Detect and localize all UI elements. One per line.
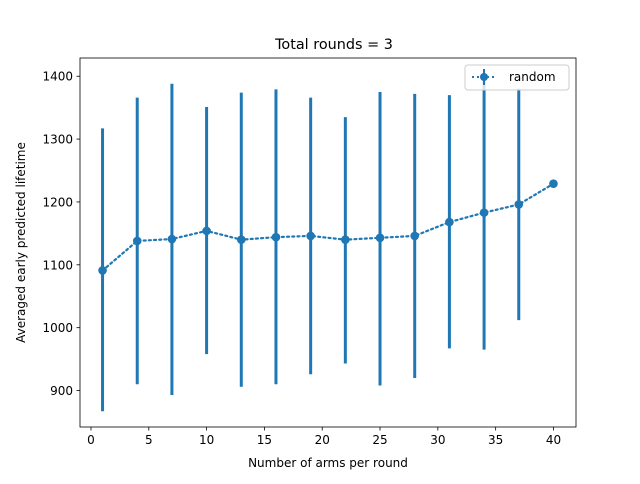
- data-point: [445, 217, 454, 227]
- data-point: [306, 231, 315, 241]
- y-tick-label: 1200: [42, 195, 73, 209]
- x-tick-label: 30: [430, 433, 445, 447]
- legend-label: random: [509, 70, 556, 84]
- plot-area: [98, 75, 558, 412]
- x-tick-label: 5: [145, 433, 153, 447]
- x-tick-label: 10: [199, 433, 214, 447]
- series-line: [101, 182, 555, 272]
- data-point: [514, 200, 524, 209]
- legend-marker: [480, 73, 488, 81]
- data-point: [167, 234, 177, 244]
- x-tick-label: 0: [87, 433, 95, 447]
- y-tick-label: 1400: [42, 70, 73, 84]
- y-tick-label: 1000: [42, 321, 73, 335]
- data-point: [236, 235, 246, 244]
- data-point: [375, 233, 385, 243]
- y-tick-label: 1300: [42, 133, 73, 147]
- y-axis-ticks: 900 1000 1100 1200 1300 1400: [42, 70, 80, 398]
- x-tick-label: 25: [372, 433, 387, 447]
- data-point: [271, 232, 281, 242]
- data-point: [479, 208, 489, 217]
- data-point: [132, 236, 142, 246]
- x-tick-label: 40: [546, 433, 561, 447]
- data-point: [341, 235, 350, 244]
- data-point: [410, 231, 420, 241]
- chart-title: Total rounds = 3: [274, 37, 393, 53]
- x-axis-label: Number of arms per round: [248, 456, 408, 470]
- data-point: [98, 266, 107, 275]
- axes-frame: [79, 57, 577, 428]
- x-axis-ticks: 0 5 10 15 20 25 30 35 40: [87, 427, 561, 447]
- x-tick-label: 15: [257, 433, 272, 447]
- x-tick-label: 35: [488, 433, 503, 447]
- data-point: [549, 179, 558, 189]
- y-tick-label: 1100: [42, 258, 73, 272]
- x-tick-label: 20: [315, 433, 330, 447]
- data-point: [202, 226, 211, 236]
- y-tick-label: 900: [50, 384, 73, 398]
- y-axis-label: Averaged early predicted lifetime: [14, 142, 28, 343]
- legend-box: [464, 64, 570, 91]
- legend: random: [464, 64, 570, 91]
